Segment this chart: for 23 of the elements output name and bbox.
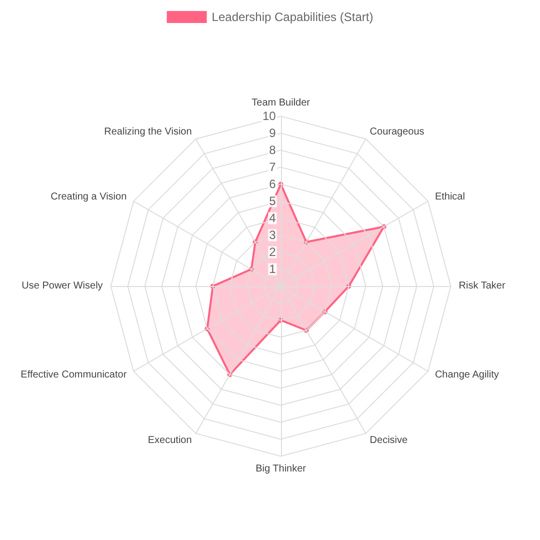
spoke-label: Use Power Wisely [22, 280, 103, 292]
y-tick-label: 2 [269, 245, 276, 260]
y-tick-label: 5 [269, 194, 276, 208]
spoke-label: Creating a Vision [50, 192, 127, 203]
spoke-label: Execution [148, 434, 192, 446]
y-tick-label: 7 [269, 160, 276, 174]
y-tick-label: 9 [269, 126, 276, 140]
spoke-label: Effective Communicator [20, 370, 128, 381]
y-tick-label: 10 [262, 109, 276, 124]
spoke-label: Decisive [370, 434, 408, 446]
y-tick-label: 3 [269, 228, 276, 242]
legend-label: Leadership Capabilities (Start) [212, 10, 374, 24]
spoke-label: Courageous [370, 126, 424, 138]
y-tick-label: 4 [269, 211, 276, 226]
spoke-label: Team Builder [252, 98, 311, 109]
y-tick-label: 6 [269, 177, 276, 192]
spoke-label: Risk Taker [458, 280, 506, 292]
y-tick-label: 8 [269, 143, 276, 158]
spoke-label: Big Thinker [256, 464, 307, 475]
y-tick-label: 1 [269, 262, 276, 276]
spoke-label: Change Agility [434, 370, 499, 381]
spoke-label: Ethical [434, 192, 465, 203]
spoke-label: Realizing the Vision [104, 126, 192, 138]
